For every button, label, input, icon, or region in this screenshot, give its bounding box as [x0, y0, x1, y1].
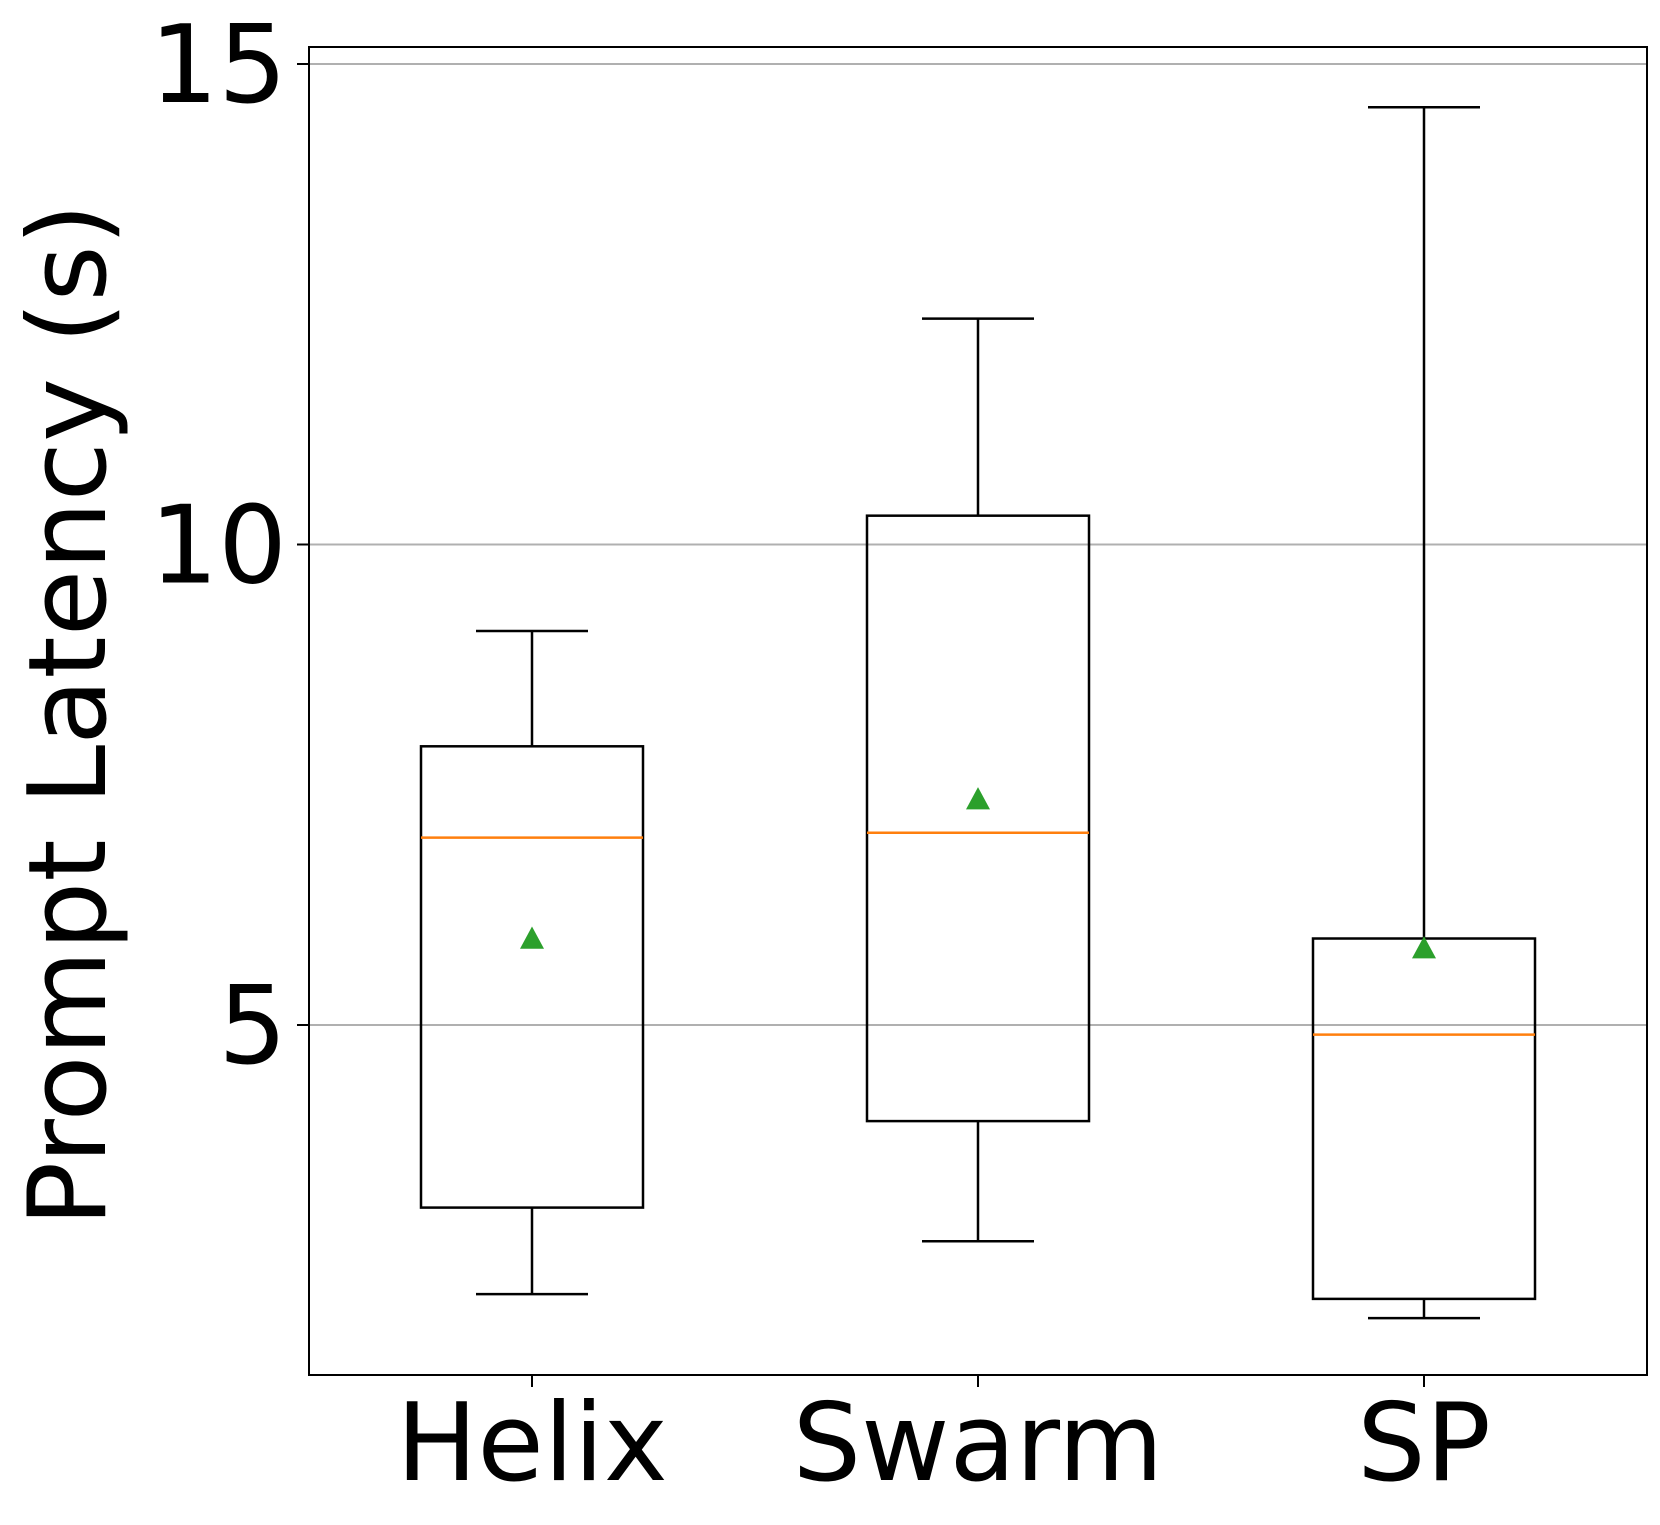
- x-tick-label-swarm: Swarm: [793, 1381, 1164, 1506]
- box-swarm: [865, 317, 1091, 1243]
- x-tick-label-sp: SP: [1357, 1381, 1491, 1506]
- y-axis-label: Prompt Latency (s): [6, 203, 131, 1227]
- box-sp: [1311, 105, 1537, 1320]
- x-tick-label-helix: Helix: [396, 1381, 668, 1506]
- box-body-helix: [419, 745, 645, 1209]
- box-body-sp: [1311, 937, 1537, 1301]
- mean-marker-helix: [520, 926, 544, 949]
- box-body-swarm: [865, 514, 1091, 1123]
- y-tick-label-15: 15: [150, 3, 287, 128]
- box-helix: [419, 629, 645, 1296]
- mean-marker-swarm: [966, 787, 990, 810]
- y-tick-label-10: 10: [150, 484, 287, 609]
- box-series: [419, 105, 1537, 1320]
- mean-marker-sp: [1412, 936, 1436, 959]
- y-tick-label-5: 5: [218, 964, 287, 1089]
- grid-lines: [309, 63, 1647, 1026]
- axis-ticks: 5 10 15 Helix Swarm SP: [150, 3, 1491, 1506]
